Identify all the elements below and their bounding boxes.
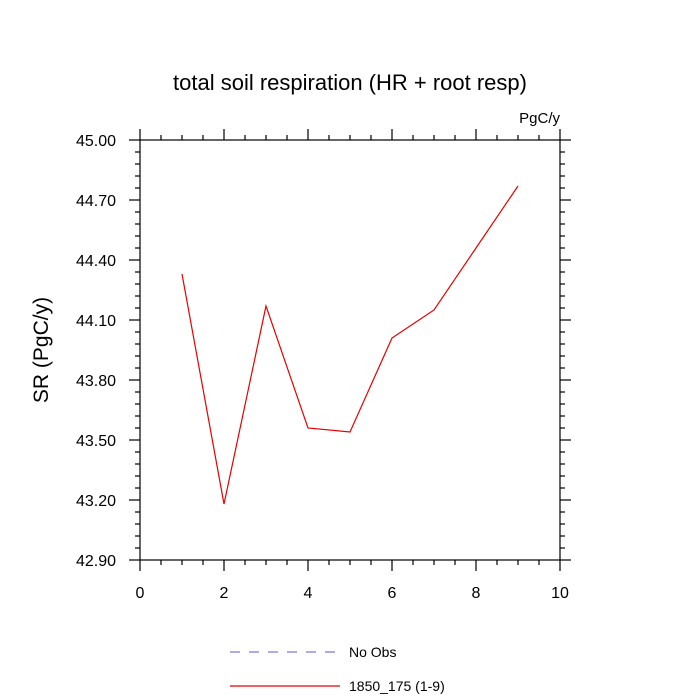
axis-ticks: [129, 129, 571, 571]
y-tick-label: 43.20: [76, 493, 116, 510]
x-tick-label: 6: [388, 585, 397, 602]
legend: No Obs 1850_175 (1-9): [230, 644, 445, 694]
y-tick-label: 44.40: [76, 253, 116, 270]
y-tick-label: 43.50: [76, 433, 116, 450]
legend-label-0: No Obs: [349, 644, 396, 660]
plot-frame: [139, 139, 561, 561]
x-tick-label: 10: [551, 585, 569, 602]
x-tick-label: 0: [136, 585, 145, 602]
tick-labels: 0 2 4 6 8 10 42.90 43.20 43.50 43.80 44.10 44.40 44.…: [76, 133, 569, 602]
x-tick-label: 8: [472, 585, 481, 602]
y-tick-label: 43.80: [76, 373, 116, 390]
y-axis-label: SR (PgC/y): [30, 297, 53, 403]
units-label: PgC/y: [519, 110, 560, 127]
legend-label-1: 1850_175 (1-9): [349, 678, 445, 694]
x-tick-label: 4: [304, 585, 313, 602]
y-tick-label: 44.70: [76, 193, 116, 210]
chart-title: total soil respiration (HR + root resp): [173, 70, 527, 95]
series-line-1: [181, 185, 519, 505]
series-layer: [181, 185, 519, 505]
y-tick-label: 44.10: [76, 313, 116, 330]
y-tick-label: 45.00: [76, 133, 116, 150]
y-tick-label: 42.90: [76, 553, 116, 570]
x-tick-label: 2: [220, 585, 229, 602]
